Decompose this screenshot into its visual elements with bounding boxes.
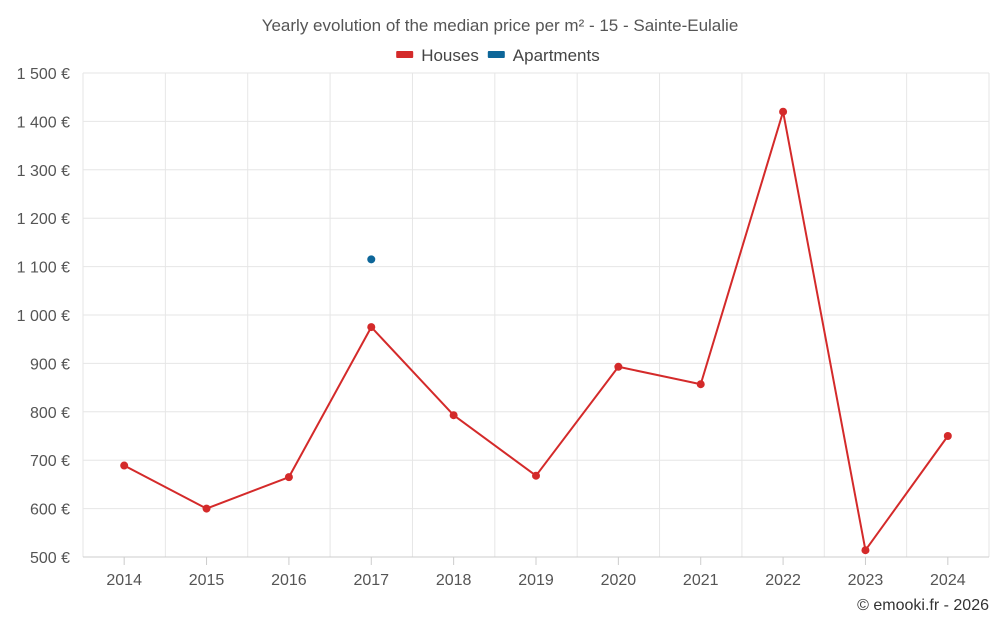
x-tick-label: 2018: [436, 572, 472, 589]
y-tick-label: 1 500 €: [17, 66, 70, 83]
y-tick-label: 1 000 €: [17, 308, 70, 325]
x-tick-label: 2014: [106, 572, 142, 589]
data-point-houses[interactable]: [449, 411, 458, 420]
data-point-houses[interactable]: [779, 107, 788, 116]
legend: Houses Apartments: [396, 46, 600, 65]
legend-swatch: [396, 51, 414, 58]
y-tick-label: 600 €: [30, 502, 70, 519]
grid-lines: [82, 72, 990, 557]
y-tick-label: 1 100 €: [17, 260, 70, 277]
y-tick-label: 1 200 €: [17, 211, 70, 228]
y-tick-label: 700 €: [30, 453, 70, 470]
y-tick-label: 1 400 €: [17, 114, 70, 131]
data-point-apartments[interactable]: [367, 255, 376, 264]
credit-text: © emooki.fr - 2026: [857, 597, 989, 614]
legend-item-houses[interactable]: Houses: [396, 46, 479, 65]
legend-label: Houses: [421, 46, 479, 65]
x-tick-label: 2015: [189, 572, 225, 589]
data-point-houses[interactable]: [614, 362, 623, 371]
legend-item-apartments[interactable]: Apartments: [487, 46, 600, 65]
y-tick-label: 900 €: [30, 356, 70, 373]
data-point-houses[interactable]: [532, 471, 540, 480]
x-tick-label: 2022: [765, 572, 801, 589]
x-tick-label: 2017: [353, 572, 389, 589]
data-point-houses[interactable]: [284, 473, 293, 482]
x-axis: 2014 2015 2016 2017 2018 2019 2020 2021 2022 2023…: [83, 556, 989, 589]
data-point-houses[interactable]: [367, 323, 376, 332]
data-point-houses[interactable]: [202, 504, 211, 513]
data-point-houses[interactable]: [861, 546, 870, 555]
x-tick-label: 2021: [683, 572, 719, 589]
y-tick-label: 800 €: [30, 405, 70, 422]
y-tick-label: 1 300 €: [17, 163, 70, 180]
chart-title: Yearly evolution of the median price per…: [262, 16, 739, 35]
x-tick-label: 2024: [930, 572, 966, 589]
legend-swatch: [487, 51, 505, 58]
x-tick-label: 2016: [271, 572, 307, 589]
x-tick-label: 2020: [601, 572, 637, 589]
x-tick-label: 2019: [518, 572, 554, 589]
data-point-houses[interactable]: [943, 432, 952, 440]
series-layer: [120, 107, 952, 555]
data-point-houses[interactable]: [120, 461, 129, 470]
data-point-houses[interactable]: [696, 380, 705, 389]
y-tick-label: 500 €: [30, 550, 70, 567]
legend-label: Apartments: [513, 46, 600, 65]
y-axis: 500 € 600 € 700 € 800 € 900 € 1 000 € 1 100 € 1…: [17, 66, 70, 567]
x-tick-label: 2023: [848, 572, 884, 589]
